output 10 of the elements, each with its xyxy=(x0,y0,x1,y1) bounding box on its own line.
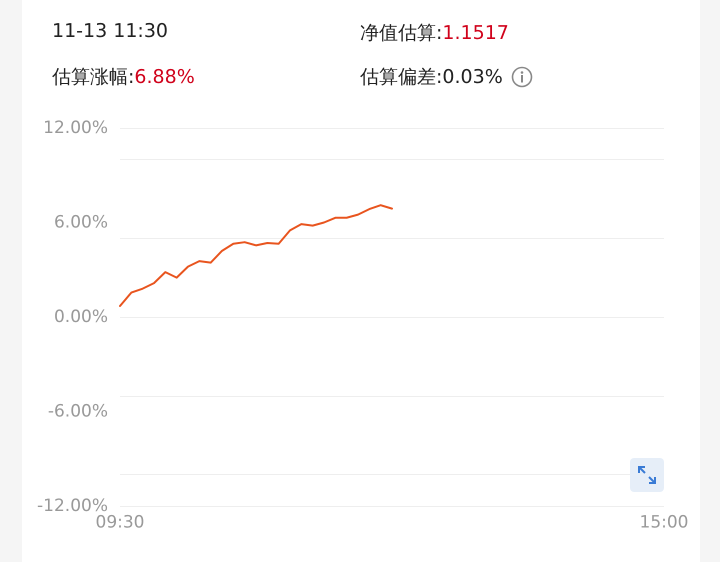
y-tick-label: -6.00% xyxy=(48,402,108,422)
y-tick-label: 12.00% xyxy=(43,118,108,138)
line-series xyxy=(119,204,393,307)
chart-title: 11-13 11:30 xyxy=(52,20,168,42)
y-tick-label: 6.00% xyxy=(54,212,108,232)
x-tick-label: 15:00 xyxy=(640,512,688,532)
text: 估算偏差:0.03% xyxy=(360,65,503,90)
text: 估算涨幅:6.88% xyxy=(52,66,195,88)
text: 净值估算:1.1517 xyxy=(360,22,509,44)
y-tick-label: 0.00% xyxy=(54,307,108,327)
